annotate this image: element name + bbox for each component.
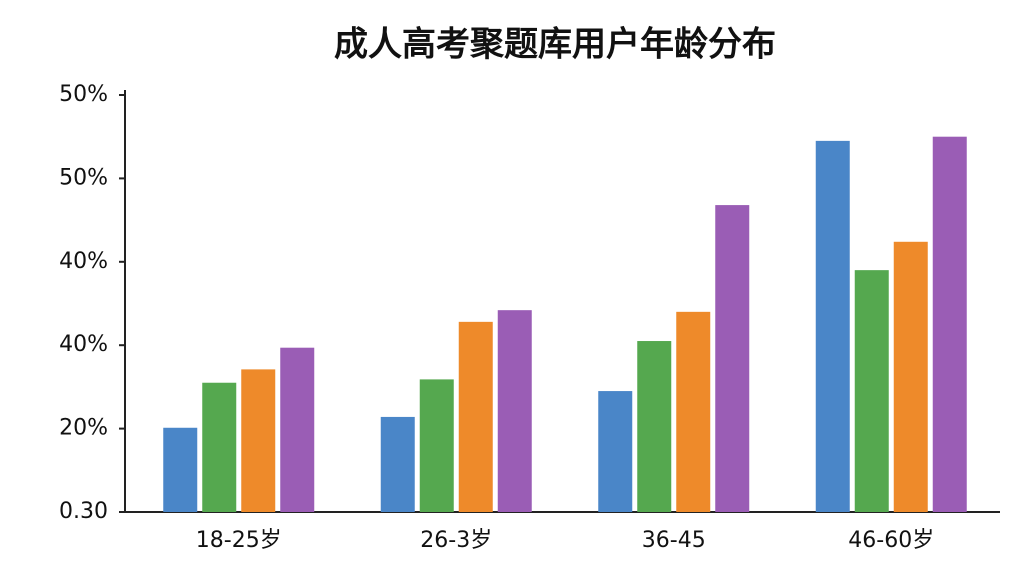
bar [419,379,454,512]
bar [854,270,889,512]
y-tick-label: 40% [59,249,108,274]
bar [676,311,711,512]
y-tick-label: 20% [59,416,108,441]
x-tick-label: 46-60岁 [848,528,934,553]
bar [932,136,967,512]
bar [163,427,198,512]
x-tick-label: 26-3岁 [420,528,492,553]
bar [815,140,850,512]
bar [893,241,928,512]
bar [715,205,750,512]
y-tick-label: 50% [59,82,108,107]
chart-title: 成人高考聚题库用户年龄分布 [334,25,776,65]
bar [202,382,237,512]
bar [598,391,633,512]
bar [241,369,276,512]
bar [458,321,493,512]
bar [497,310,532,512]
bar [637,341,672,512]
y-tick-label: 40% [59,332,108,357]
bar [280,347,315,512]
y-tick-label: 0.30 [59,499,108,524]
x-tick-label: 36-45 [642,528,706,553]
y-tick-label: 50% [59,165,108,190]
x-tick-label: 18-25岁 [196,528,282,553]
bar [380,416,415,512]
